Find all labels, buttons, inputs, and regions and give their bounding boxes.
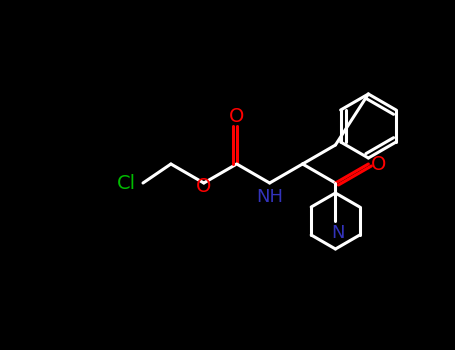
Text: O: O bbox=[371, 154, 386, 174]
Text: O: O bbox=[196, 176, 212, 196]
Text: N: N bbox=[332, 224, 345, 242]
Text: O: O bbox=[229, 106, 244, 126]
Text: Cl: Cl bbox=[116, 174, 136, 192]
Text: NH: NH bbox=[256, 188, 283, 206]
